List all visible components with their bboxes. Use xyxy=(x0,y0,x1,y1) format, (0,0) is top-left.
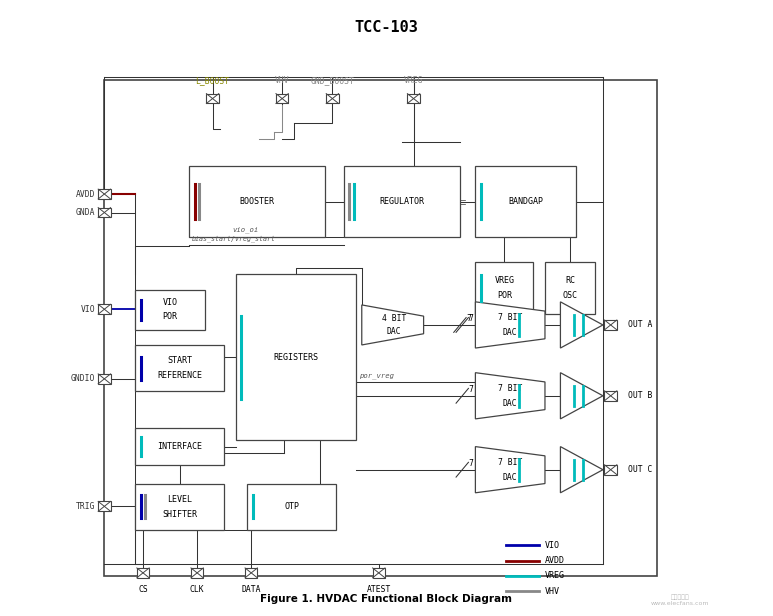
Text: 7 BIT: 7 BIT xyxy=(498,313,523,322)
Text: VIO: VIO xyxy=(545,541,560,549)
Polygon shape xyxy=(475,447,545,493)
Text: SHIFTER: SHIFTER xyxy=(162,509,197,519)
Text: vio_oi: vio_oi xyxy=(232,227,258,233)
Text: LEVEL: LEVEL xyxy=(167,495,192,504)
Text: TCC-103: TCC-103 xyxy=(355,20,418,35)
Text: Figure 1. HVDAC Functional Block Diagram: Figure 1. HVDAC Functional Block Diagram xyxy=(261,594,512,604)
Text: VIO: VIO xyxy=(162,298,178,307)
Text: CLK: CLK xyxy=(190,585,204,594)
Polygon shape xyxy=(475,302,545,348)
Text: POR: POR xyxy=(497,291,512,300)
Text: INTERFACE: INTERFACE xyxy=(157,442,203,451)
Text: 7: 7 xyxy=(468,314,473,323)
Polygon shape xyxy=(362,305,424,345)
Bar xyxy=(245,568,257,578)
Text: ATEST: ATEST xyxy=(366,585,391,594)
Text: VHV: VHV xyxy=(545,587,560,596)
Bar xyxy=(135,345,224,391)
Text: TRIG: TRIG xyxy=(76,502,95,511)
Text: REGISTERS: REGISTERS xyxy=(273,353,318,362)
Text: 电子发烧友
www.elecfans.com: 电子发烧友 www.elecfans.com xyxy=(651,595,710,606)
Text: 7: 7 xyxy=(466,314,471,323)
Text: 4 BIT: 4 BIT xyxy=(382,314,406,323)
Text: AVDD: AVDD xyxy=(76,190,95,198)
Bar xyxy=(604,391,617,401)
Polygon shape xyxy=(560,447,603,493)
Text: DAC: DAC xyxy=(386,327,401,336)
Bar xyxy=(135,484,224,530)
Text: VIO: VIO xyxy=(80,305,95,314)
Bar xyxy=(326,94,339,103)
Text: CS: CS xyxy=(138,585,148,594)
Text: GNDA: GNDA xyxy=(76,208,95,217)
Text: OSC: OSC xyxy=(563,291,577,300)
Text: BANDGAP: BANDGAP xyxy=(508,197,543,206)
Bar xyxy=(98,208,111,217)
Text: L_BOOST: L_BOOST xyxy=(196,76,230,85)
Bar xyxy=(104,80,657,576)
Text: VREG: VREG xyxy=(545,572,565,580)
Text: REFERENCE: REFERENCE xyxy=(157,371,203,380)
Text: 7: 7 xyxy=(468,459,473,468)
Text: 7: 7 xyxy=(468,385,473,394)
Text: DATA: DATA xyxy=(241,585,261,594)
Text: GND_BOOST: GND_BOOST xyxy=(311,76,354,85)
Polygon shape xyxy=(475,373,545,419)
Bar xyxy=(344,166,460,237)
Bar xyxy=(407,94,420,103)
Bar xyxy=(206,94,219,103)
Text: 7 BIT: 7 BIT xyxy=(498,384,523,393)
Bar xyxy=(135,428,224,465)
Bar xyxy=(189,166,325,237)
Text: VREG: VREG xyxy=(495,276,514,285)
Text: DAC: DAC xyxy=(503,472,517,482)
Bar xyxy=(137,568,149,578)
Polygon shape xyxy=(560,373,603,419)
Bar xyxy=(236,274,356,440)
Bar xyxy=(373,568,385,578)
Bar xyxy=(475,262,533,314)
Text: OUT B: OUT B xyxy=(628,391,652,400)
Text: POR: POR xyxy=(162,312,178,322)
Bar xyxy=(247,484,336,530)
Text: REGULATOR: REGULATOR xyxy=(380,197,424,206)
Text: DAC: DAC xyxy=(503,399,517,408)
Bar xyxy=(604,464,617,474)
Text: GNDIO: GNDIO xyxy=(70,375,95,383)
Text: AVDD: AVDD xyxy=(545,556,565,565)
Text: OUT C: OUT C xyxy=(628,465,652,474)
Bar xyxy=(98,189,111,199)
Text: START: START xyxy=(167,356,192,365)
Bar xyxy=(475,166,576,237)
Bar xyxy=(135,290,205,330)
Text: VHV: VHV xyxy=(275,76,289,85)
Bar xyxy=(604,320,617,330)
Bar xyxy=(98,501,111,511)
Text: 7 BIT: 7 BIT xyxy=(498,458,523,467)
Text: RC: RC xyxy=(565,276,575,285)
Polygon shape xyxy=(560,302,603,348)
Bar xyxy=(276,94,288,103)
Text: por_vreg: por_vreg xyxy=(359,373,394,379)
Text: bias_start/vreg_start: bias_start/vreg_start xyxy=(192,235,276,242)
Text: DAC: DAC xyxy=(503,328,517,337)
Text: OTP: OTP xyxy=(284,502,299,511)
Bar xyxy=(191,568,203,578)
Bar xyxy=(98,304,111,314)
Bar xyxy=(98,374,111,384)
Bar xyxy=(545,262,595,314)
Text: BOOSTER: BOOSTER xyxy=(240,197,274,206)
Text: VREG: VREG xyxy=(404,76,424,85)
Text: OUT A: OUT A xyxy=(628,320,652,330)
